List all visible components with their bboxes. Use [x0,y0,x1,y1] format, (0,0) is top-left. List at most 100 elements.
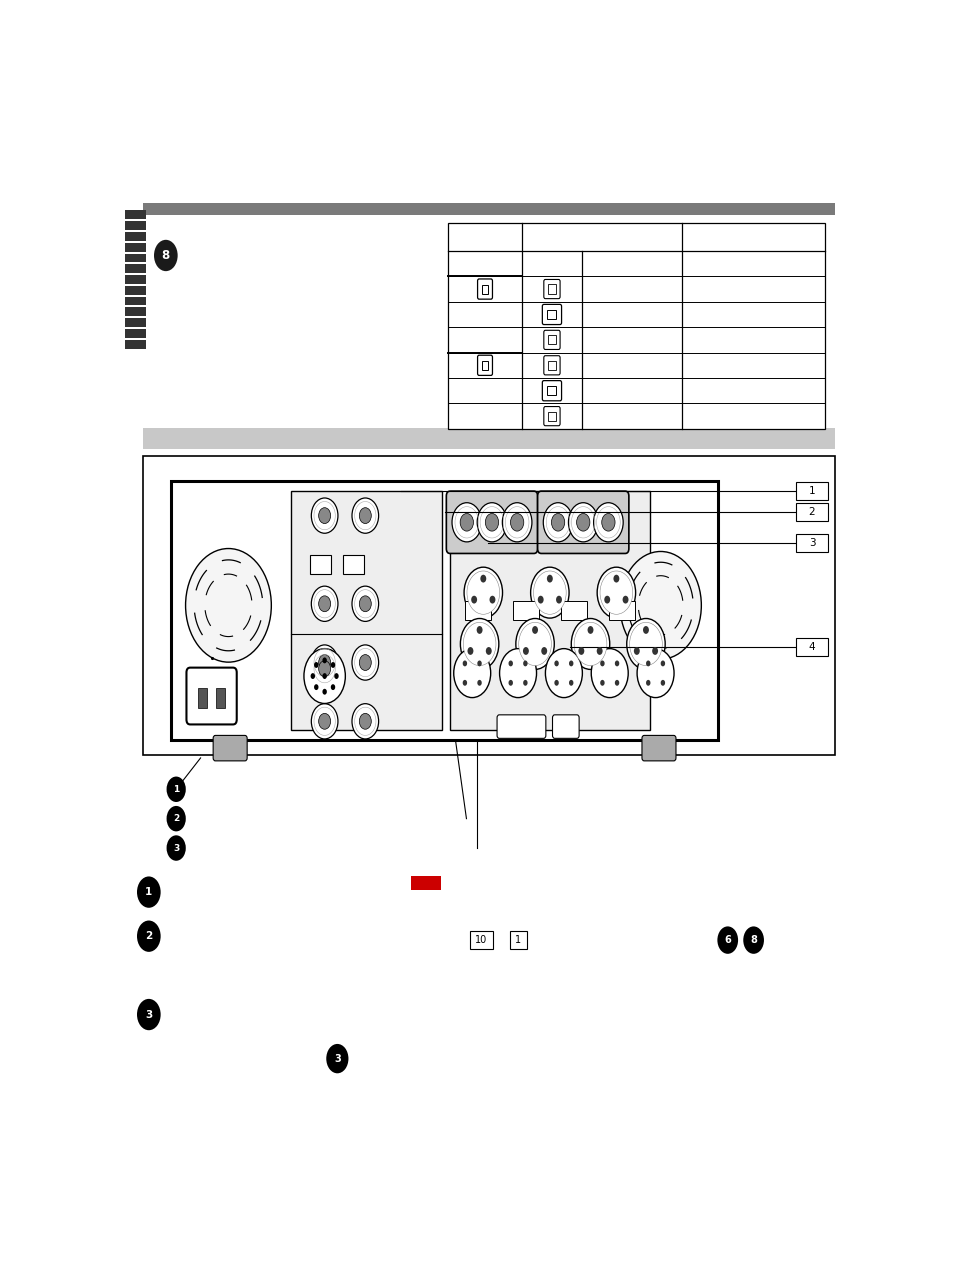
Circle shape [633,647,639,655]
Bar [310,555,330,575]
Bar [125,308,146,317]
Circle shape [311,586,337,622]
Circle shape [359,714,371,729]
Text: 8: 8 [749,935,757,945]
Circle shape [137,999,160,1030]
Circle shape [587,626,593,633]
Circle shape [311,645,337,681]
Circle shape [352,499,378,533]
Circle shape [626,618,664,669]
Circle shape [326,1044,348,1074]
Circle shape [137,921,160,951]
Bar [560,600,586,621]
Circle shape [645,679,650,686]
Bar [143,427,834,449]
Circle shape [551,514,564,532]
Circle shape [322,658,327,663]
Circle shape [462,679,467,686]
Circle shape [311,651,337,687]
Circle shape [318,595,331,612]
Circle shape [454,649,490,697]
Circle shape [318,655,331,670]
Circle shape [568,502,598,542]
FancyBboxPatch shape [543,356,559,375]
Circle shape [637,649,674,697]
Bar [481,361,488,370]
Circle shape [576,514,589,532]
Circle shape [463,567,502,618]
Circle shape [311,703,337,739]
Circle shape [522,679,527,686]
Circle shape [642,626,648,633]
Text: 10: 10 [475,935,487,945]
Circle shape [489,595,495,603]
Circle shape [596,647,602,655]
Bar [125,253,146,262]
Circle shape [556,595,561,603]
Bar [171,481,718,740]
Bar [547,310,556,319]
Text: 1: 1 [145,887,152,897]
Bar [125,243,146,252]
Circle shape [459,514,473,532]
Circle shape [318,660,331,677]
Bar [125,318,146,327]
Circle shape [554,679,558,686]
Circle shape [530,567,569,618]
FancyBboxPatch shape [537,491,628,553]
Circle shape [597,567,635,618]
Circle shape [622,595,628,603]
Circle shape [318,714,331,729]
Bar [796,639,826,655]
Circle shape [359,508,371,524]
Bar [481,285,488,294]
Bar [125,275,146,284]
Circle shape [352,586,378,622]
Circle shape [545,649,581,697]
Bar [608,600,634,621]
Circle shape [613,575,618,583]
Bar [143,457,834,756]
Bar [548,412,555,421]
Circle shape [318,508,331,524]
Bar [125,286,146,295]
Bar [796,504,826,520]
Circle shape [186,548,271,663]
Text: 3: 3 [808,538,815,548]
FancyBboxPatch shape [541,380,561,401]
Circle shape [137,876,160,908]
Bar [215,688,225,707]
Circle shape [533,571,565,614]
Circle shape [359,595,371,612]
Circle shape [614,660,618,667]
Circle shape [599,571,632,614]
Bar [125,265,146,273]
Bar [513,600,538,621]
Circle shape [518,622,551,665]
Circle shape [167,776,186,803]
Bar [510,931,526,949]
Text: 2: 2 [145,931,152,941]
Text: 1: 1 [808,486,815,496]
Text: 6: 6 [723,935,730,945]
Circle shape [331,684,335,691]
FancyBboxPatch shape [497,715,545,738]
Circle shape [352,645,378,681]
Circle shape [314,661,318,668]
Bar [125,221,146,230]
FancyBboxPatch shape [477,279,492,299]
Circle shape [537,595,543,603]
Circle shape [334,673,338,679]
Circle shape [591,649,628,697]
FancyBboxPatch shape [186,668,236,725]
Circle shape [742,926,763,954]
Text: 8: 8 [162,249,170,262]
Bar [470,931,492,949]
Circle shape [571,618,609,669]
Circle shape [480,575,486,583]
Circle shape [485,514,498,532]
Circle shape [460,618,498,669]
Circle shape [311,499,337,533]
Circle shape [540,647,547,655]
Text: 4: 4 [808,642,815,651]
